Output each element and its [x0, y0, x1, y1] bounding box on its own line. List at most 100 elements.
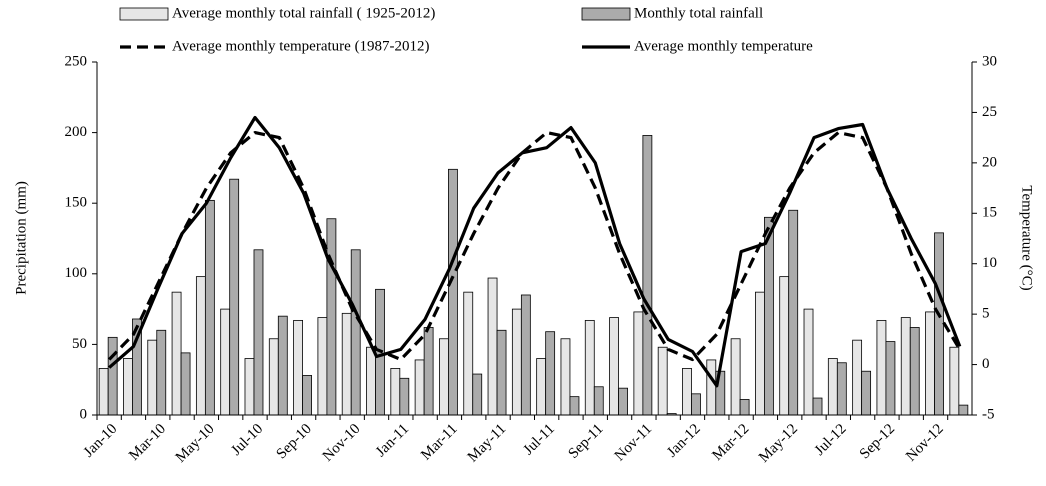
bar: [180, 352, 191, 416]
y2-tick-label: 0: [982, 356, 990, 372]
x-tick-label: Jul-12: [812, 421, 850, 459]
x-tick-label: Jan-10: [81, 421, 121, 461]
bar: [268, 338, 279, 416]
bar: [925, 311, 935, 416]
x-tick-label: Sep-11: [566, 421, 607, 462]
legend-label: Average monthly total rainfall ( 1925-20…: [172, 5, 435, 21]
x-tick-label: May-11: [465, 421, 510, 466]
bar: [123, 358, 133, 416]
y-tick-label: 250: [65, 53, 88, 69]
x-tick-label: Jan-12: [664, 421, 704, 461]
bar: [390, 368, 401, 416]
bar: [584, 319, 595, 416]
bar: [885, 341, 896, 416]
bar: [609, 317, 619, 416]
y-tick-label: 200: [65, 124, 88, 140]
bar: [293, 319, 303, 416]
bar: [244, 358, 255, 416]
bar: [487, 277, 498, 416]
bar: [755, 291, 765, 416]
y2-tick-label: 5: [982, 306, 990, 322]
y2-axis-title: Temperature (°C): [1019, 185, 1035, 290]
y-tick-label: 150: [65, 195, 88, 211]
bar: [657, 346, 668, 416]
bar: [730, 338, 741, 416]
x-tick-label: Jan-11: [373, 421, 412, 460]
bar: [341, 312, 352, 416]
bar: [706, 359, 717, 416]
y-tick-label: 0: [80, 406, 88, 422]
bar: [520, 294, 531, 416]
y-tick-label: 50: [72, 336, 87, 352]
x-tick-label: Sep-12: [857, 421, 898, 462]
legend-swatch: [581, 7, 631, 21]
legend-label: Average monthly temperature (1987-2012): [172, 38, 430, 54]
x-tick-label: Nov-10: [320, 421, 364, 465]
bar: [98, 368, 109, 416]
y2-tick-label: 30: [982, 53, 997, 69]
bar: [827, 358, 838, 416]
bar: [836, 362, 847, 416]
legend-label: Average monthly temperature: [634, 38, 813, 54]
y2-tick-label: 20: [982, 154, 997, 170]
bar: [803, 308, 814, 416]
bar: [195, 276, 206, 416]
bar: [448, 168, 458, 416]
bar: [156, 329, 167, 416]
bar: [253, 249, 264, 416]
x-tick-label: Nov-12: [903, 421, 947, 465]
bar: [739, 399, 750, 416]
line: [108, 131, 962, 362]
bar: [472, 373, 483, 416]
x-tick-label: Mar-12: [709, 421, 752, 464]
bar: [909, 327, 920, 416]
bar: [691, 393, 701, 416]
bar: [107, 336, 118, 416]
line: [108, 115, 962, 388]
x-tick-label: Jul-11: [520, 421, 557, 458]
bar: [463, 291, 474, 416]
bar: [147, 339, 158, 416]
x-tick-label: Mar-10: [126, 421, 169, 464]
bar: [788, 209, 799, 416]
bar: [399, 377, 410, 416]
bar: [949, 346, 960, 416]
x-tick-label: May-12: [756, 421, 801, 466]
bar: [764, 216, 774, 416]
bar: [366, 346, 376, 416]
legend-swatch: [119, 7, 169, 21]
bar: [779, 276, 790, 416]
bar: [277, 315, 288, 416]
bar: [229, 178, 240, 416]
bar: [511, 308, 522, 416]
x-tick-label: Jul-10: [228, 421, 266, 459]
y-axis-title: Precipitation (mm): [13, 181, 29, 295]
bar: [220, 308, 231, 416]
legend-label: Monthly total rainfall: [634, 5, 763, 21]
bar: [633, 311, 644, 416]
x-tick-label: May-10: [173, 421, 218, 466]
bar: [958, 404, 969, 416]
bar: [876, 319, 887, 416]
bar: [900, 317, 911, 416]
y-tick-label: 100: [65, 265, 88, 281]
bar: [317, 317, 328, 416]
bar: [326, 218, 337, 416]
bar: [439, 338, 449, 416]
bar: [204, 199, 215, 416]
bar: [560, 338, 571, 416]
bar: [682, 368, 692, 416]
bar: [350, 249, 361, 416]
bar: [934, 232, 944, 416]
bar: [618, 387, 628, 416]
bar: [593, 386, 604, 416]
bar: [569, 396, 580, 416]
bar: [852, 339, 863, 416]
bar: [812, 397, 823, 416]
bar: [642, 135, 653, 416]
bar: [545, 331, 556, 416]
bar: [861, 370, 872, 416]
bar: [423, 327, 434, 416]
x-tick-label: Nov-11: [612, 421, 655, 464]
